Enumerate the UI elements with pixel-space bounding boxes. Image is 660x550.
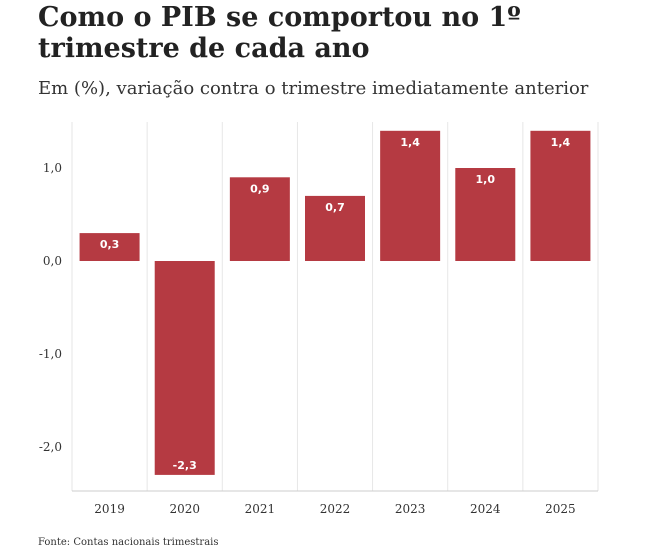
data-label-2023: 1,4 [400,136,420,149]
bar-2025 [530,130,591,261]
y-tick-label: 1,0 [43,161,62,175]
x-tick-label: 2020 [169,502,200,516]
y-tick-label: -2,0 [39,440,62,454]
bars-layer [79,130,591,475]
x-tick-label: 2025 [545,502,576,516]
bar-2019 [79,233,140,261]
data-label-2022: 0,7 [325,201,345,214]
data-label-2025: 1,4 [551,136,571,149]
data-label-2024: 1,0 [476,173,496,186]
bar-2024 [455,168,516,261]
bar-2020 [154,261,215,475]
bar-2022 [305,195,365,261]
data-label-2019: 0,3 [100,238,120,251]
data-label-2021: 0,9 [250,182,270,195]
grid-layer [71,122,599,492]
labels-layer: 1,0 0,0 -1,0 -2,0 0,3 2019 -2,3 2020 0,9 2021 0,7 2… [39,136,576,516]
y-tick-label: -1,0 [39,347,62,361]
bar-2021 [229,177,290,261]
x-tick-label: 2022 [320,502,351,516]
x-tick-label: 2019 [94,502,125,516]
y-tick-label: 0,0 [43,254,62,268]
data-label-2020: -2,3 [173,459,197,472]
x-tick-label: 2023 [395,502,426,516]
chart-title: Como o PIB se comportou no 1º trimestre … [38,2,521,64]
chart-subtitle: Em (%), variação contra o trimestre imed… [38,78,589,99]
bar-2023 [380,130,441,261]
source-note: Fonte: Contas nacionais trimestrais [38,537,219,548]
x-tick-label: 2024 [470,502,501,516]
x-tick-label: 2021 [245,502,276,516]
